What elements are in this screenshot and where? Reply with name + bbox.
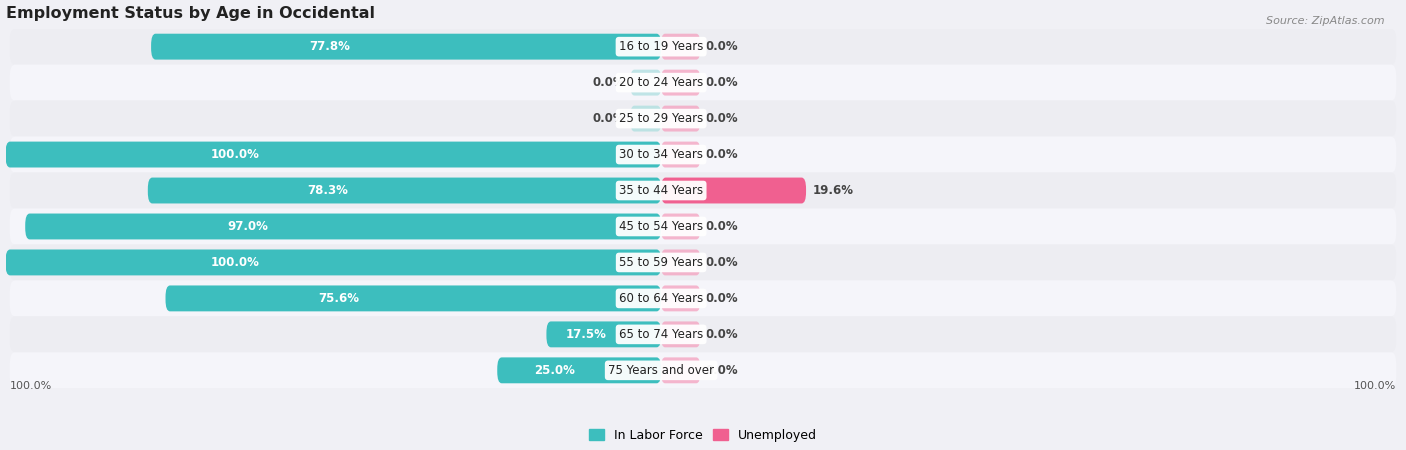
Text: 20 to 24 Years: 20 to 24 Years [619, 76, 703, 89]
Text: 100.0%: 100.0% [10, 381, 52, 391]
Legend: In Labor Force, Unemployed: In Labor Force, Unemployed [583, 424, 823, 447]
Text: 0.0%: 0.0% [706, 328, 738, 341]
Text: 0.0%: 0.0% [706, 40, 738, 53]
Text: 75.6%: 75.6% [319, 292, 360, 305]
Text: 77.8%: 77.8% [309, 40, 350, 53]
FancyBboxPatch shape [661, 70, 700, 95]
Text: 25.0%: 25.0% [534, 364, 575, 377]
FancyBboxPatch shape [630, 70, 661, 95]
FancyBboxPatch shape [10, 29, 1396, 65]
FancyBboxPatch shape [166, 285, 661, 311]
FancyBboxPatch shape [661, 106, 700, 131]
Text: 0.0%: 0.0% [706, 292, 738, 305]
Text: 0.0%: 0.0% [706, 256, 738, 269]
Text: Source: ZipAtlas.com: Source: ZipAtlas.com [1267, 16, 1385, 26]
Text: 17.5%: 17.5% [567, 328, 607, 341]
Text: 97.0%: 97.0% [228, 220, 269, 233]
Text: 78.3%: 78.3% [307, 184, 347, 197]
Text: 0.0%: 0.0% [592, 112, 624, 125]
FancyBboxPatch shape [150, 34, 661, 59]
FancyBboxPatch shape [661, 249, 700, 275]
Text: 100.0%: 100.0% [1354, 381, 1396, 391]
Text: 0.0%: 0.0% [706, 112, 738, 125]
FancyBboxPatch shape [10, 172, 1396, 208]
FancyBboxPatch shape [10, 352, 1396, 388]
FancyBboxPatch shape [630, 106, 661, 131]
Text: 30 to 34 Years: 30 to 34 Years [619, 148, 703, 161]
Text: 55 to 59 Years: 55 to 59 Years [619, 256, 703, 269]
FancyBboxPatch shape [10, 280, 1396, 316]
FancyBboxPatch shape [661, 321, 700, 347]
FancyBboxPatch shape [10, 244, 1396, 280]
FancyBboxPatch shape [10, 136, 1396, 172]
Text: 16 to 19 Years: 16 to 19 Years [619, 40, 703, 53]
FancyBboxPatch shape [661, 178, 806, 203]
FancyBboxPatch shape [547, 321, 661, 347]
Text: 25 to 29 Years: 25 to 29 Years [619, 112, 703, 125]
Text: 0.0%: 0.0% [706, 76, 738, 89]
FancyBboxPatch shape [10, 316, 1396, 352]
Text: 0.0%: 0.0% [706, 364, 738, 377]
FancyBboxPatch shape [661, 214, 700, 239]
Text: 0.0%: 0.0% [592, 76, 624, 89]
Text: 0.0%: 0.0% [706, 148, 738, 161]
FancyBboxPatch shape [498, 357, 661, 383]
Text: 60 to 64 Years: 60 to 64 Years [619, 292, 703, 305]
Text: 100.0%: 100.0% [211, 256, 260, 269]
Text: 75 Years and over: 75 Years and over [609, 364, 714, 377]
FancyBboxPatch shape [25, 214, 661, 239]
Text: 0.0%: 0.0% [706, 220, 738, 233]
FancyBboxPatch shape [661, 34, 700, 59]
FancyBboxPatch shape [6, 142, 661, 167]
Text: 65 to 74 Years: 65 to 74 Years [619, 328, 703, 341]
FancyBboxPatch shape [10, 65, 1396, 101]
FancyBboxPatch shape [148, 178, 661, 203]
FancyBboxPatch shape [661, 285, 700, 311]
FancyBboxPatch shape [6, 249, 661, 275]
FancyBboxPatch shape [10, 101, 1396, 136]
FancyBboxPatch shape [661, 357, 700, 383]
Text: 45 to 54 Years: 45 to 54 Years [619, 220, 703, 233]
Text: 100.0%: 100.0% [211, 148, 260, 161]
Text: 35 to 44 Years: 35 to 44 Years [619, 184, 703, 197]
Text: Employment Status by Age in Occidental: Employment Status by Age in Occidental [6, 5, 374, 21]
Text: 19.6%: 19.6% [813, 184, 853, 197]
FancyBboxPatch shape [661, 142, 700, 167]
FancyBboxPatch shape [10, 208, 1396, 244]
